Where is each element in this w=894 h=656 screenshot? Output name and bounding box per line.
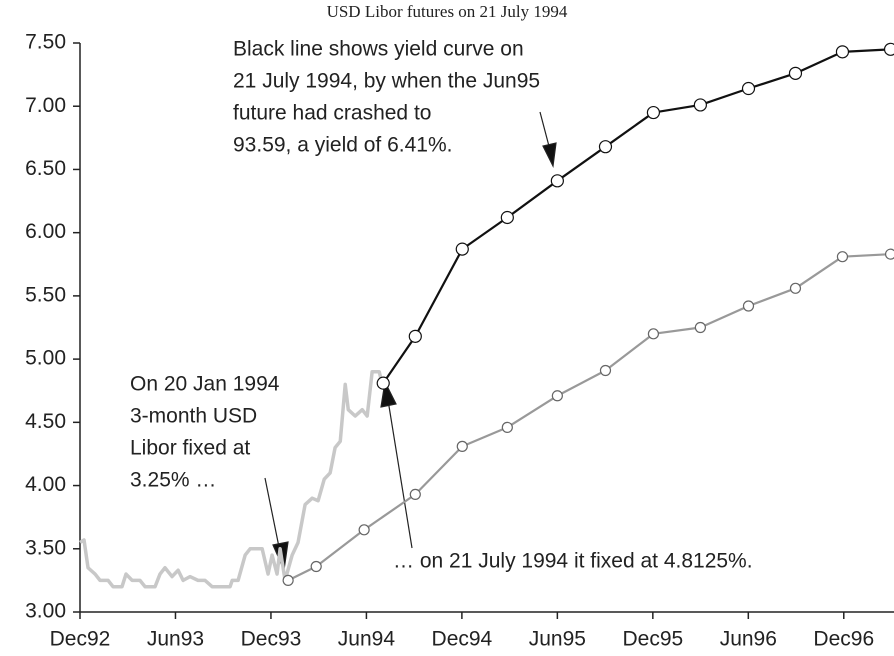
arrow-line xyxy=(264,477,281,553)
chart-title: USD Libor futures on 21 July 1994 xyxy=(327,2,568,21)
point xyxy=(599,364,612,377)
series-line xyxy=(79,370,384,589)
y-tick-label: 3.00 xyxy=(25,600,66,623)
point xyxy=(500,210,514,225)
y-tick-label: 4.50 xyxy=(25,410,66,433)
annotation: 93.59, a yield of 6.41%. xyxy=(233,134,453,157)
annotation: 3-month USD xyxy=(130,405,257,428)
point xyxy=(409,488,421,501)
y-tick-label: 6.50 xyxy=(25,157,66,180)
point xyxy=(742,300,755,312)
x-tick-label: Dec96 xyxy=(813,628,874,651)
point xyxy=(551,390,563,402)
x-tick-label: Dec93 xyxy=(241,628,302,651)
annotation: future had crashed to xyxy=(233,102,431,125)
y-tick-label: 7.00 xyxy=(25,94,66,117)
point xyxy=(835,45,850,59)
x-tick-label: Jun95 xyxy=(529,628,586,651)
x-tick-label: Dec92 xyxy=(50,628,111,651)
point xyxy=(408,329,422,343)
annotation: … on 21 July 1994 it fixed at 4.8125%. xyxy=(393,550,753,573)
annotation: Black line shows yield curve on xyxy=(233,38,524,61)
point xyxy=(883,42,894,56)
point xyxy=(788,66,803,80)
arrow-line xyxy=(387,399,413,549)
point xyxy=(647,328,660,340)
point xyxy=(789,282,802,294)
annotation: 3.25% … xyxy=(130,469,216,492)
point xyxy=(455,242,469,256)
annotation: Libor fixed at xyxy=(130,437,250,460)
x-tick-label: Dec94 xyxy=(432,628,493,651)
series-line xyxy=(287,253,891,582)
point xyxy=(310,560,322,573)
point xyxy=(836,251,849,263)
y-tick-label: 5.00 xyxy=(25,347,66,370)
point xyxy=(358,524,370,536)
point xyxy=(376,376,390,390)
annotation: On 20 Jan 1994 xyxy=(130,373,280,396)
arrow-line xyxy=(539,111,551,151)
y-tick-label: 4.00 xyxy=(25,473,66,496)
point xyxy=(282,574,294,586)
point xyxy=(550,174,564,188)
point xyxy=(456,440,468,452)
point xyxy=(646,105,661,120)
y-tick-label: 6.00 xyxy=(25,220,66,243)
y-tick-label: 3.50 xyxy=(25,536,66,559)
series-line xyxy=(382,48,891,384)
point xyxy=(501,421,513,433)
y-tick-label: 7.50 xyxy=(25,31,66,54)
y-tick-label: 5.50 xyxy=(25,283,66,306)
point xyxy=(741,81,756,96)
x-tick-label: Dec95 xyxy=(622,628,683,651)
x-tick-label: Jun96 xyxy=(720,628,777,651)
x-tick-label: Jun93 xyxy=(147,628,204,651)
x-tick-label: Jun94 xyxy=(338,628,396,651)
annotation: 21 July 1994, by when the Jun95 xyxy=(233,70,540,93)
point xyxy=(694,321,706,334)
arrow-head xyxy=(542,142,557,169)
point xyxy=(693,98,707,112)
point xyxy=(598,140,613,154)
point xyxy=(884,248,894,260)
